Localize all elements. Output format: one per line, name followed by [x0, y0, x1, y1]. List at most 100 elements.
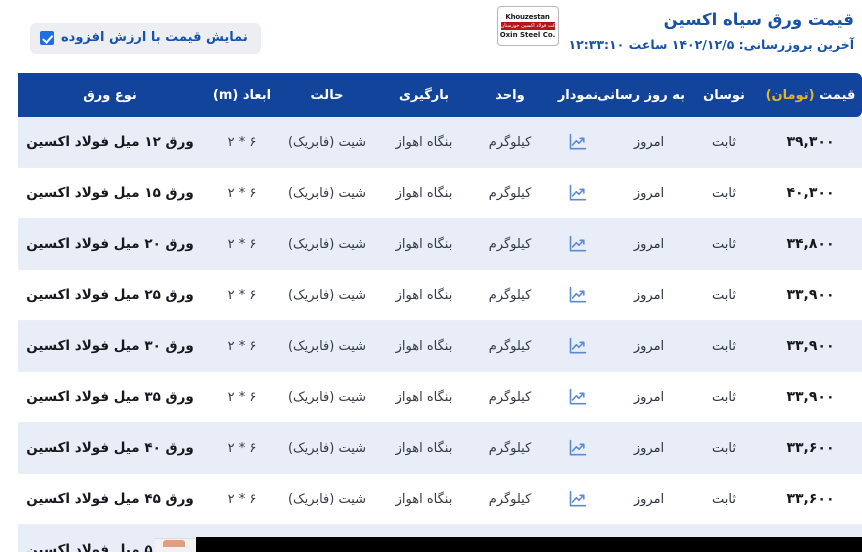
row-unit: کیلوگرم	[473, 321, 547, 372]
row-loading: بنگاه اهواز	[375, 270, 473, 321]
row-chart-cell[interactable]	[547, 474, 609, 525]
header-brand-block: قیمت ورق سیاه اکسین آخرین بروزرسانی: ۱۴۰…	[496, 6, 854, 56]
row-sheet-name: ورق ۴۵ میل فولاد اکسین	[18, 474, 205, 525]
line-chart-up-icon[interactable]	[567, 184, 589, 201]
row-chart-cell[interactable]	[547, 372, 609, 423]
page-title: قیمت ورق سیاه اکسین	[663, 10, 854, 29]
row-dimensions: ۶ * ۲	[205, 270, 279, 321]
line-chart-up-icon[interactable]	[567, 133, 589, 150]
row-price: ۳۴,۸۰۰	[759, 219, 862, 270]
row-fluctuation: ثابت	[689, 372, 759, 423]
page-header: قیمت ورق سیاه اکسین آخرین بروزرسانی: ۱۴۰…	[18, 0, 862, 74]
row-price: ۳۳,۹۰۰	[759, 321, 862, 372]
row-state: شیت (فابریک)	[279, 270, 375, 321]
row-unit: کیلوگرم	[473, 372, 547, 423]
col-header-state[interactable]: حالت	[279, 73, 375, 117]
row-loading: بنگاه اهواز	[375, 219, 473, 270]
row-unit: کیلوگرم	[473, 117, 547, 168]
row-loading: بنگاه اهواز	[375, 321, 473, 372]
line-chart-up-icon[interactable]	[567, 439, 589, 456]
row-unit: کیلوگرم	[473, 168, 547, 219]
col-header-dimensions[interactable]: ابعاد (m)	[205, 73, 279, 117]
row-dimensions: ۶ * ۲	[205, 168, 279, 219]
row-price: ۳۳,۶۰۰	[759, 474, 862, 525]
row-state: شیت (فابریک)	[279, 168, 375, 219]
row-chart-cell[interactable]	[547, 270, 609, 321]
row-unit: کیلوگرم	[473, 270, 547, 321]
line-chart-up-icon[interactable]	[567, 490, 589, 507]
col-header-updated[interactable]: به روز رسانی	[597, 73, 689, 117]
row-state: شیت (فابریک)	[279, 372, 375, 423]
row-price: ۳۳,۶۰۰	[759, 423, 862, 474]
row-loading: بنگاه اهواز	[375, 423, 473, 474]
row-updated: امروز	[609, 117, 689, 168]
row-unit: کیلوگرم	[473, 474, 547, 525]
row-updated: امروز	[609, 423, 689, 474]
col-header-fluctuation[interactable]: نوسان	[689, 73, 759, 117]
row-dimensions: ۶ * ۲	[205, 321, 279, 372]
row-fluctuation: ثابت	[689, 219, 759, 270]
line-chart-up-icon[interactable]	[567, 286, 589, 303]
price-table-header-row: قیمت (تومان) نوسان به روز رسانی نمودار و…	[18, 73, 862, 117]
vat-toggle-label: نمایش قیمت با ارزش افزوده	[61, 30, 248, 45]
price-table-body: ۳۹,۳۰۰ ثابت امروز کیلوگرم بنگاه اهواز شیت (فا…	[18, 117, 862, 552]
row-fluctuation: ثابت	[689, 270, 759, 321]
row-state: شیت (فابریک)	[279, 423, 375, 474]
row-sheet-name: ورق ۳۵ میل فولاد اکسین	[18, 372, 205, 423]
col-header-chart[interactable]: نمودار	[547, 73, 609, 117]
row-dimensions: ۶ * ۲	[205, 372, 279, 423]
header-titles: قیمت ورق سیاه اکسین آخرین بروزرسانی: ۱۴۰…	[569, 6, 854, 56]
logo-company-suffix-en: Oxin Steel Co.	[499, 31, 556, 39]
row-chart-cell[interactable]	[547, 117, 609, 168]
price-table-head: قیمت (تومان) نوسان به روز رسانی نمودار و…	[18, 73, 862, 117]
row-sheet-name: ورق ۱۲ میل فولاد اکسین	[18, 117, 205, 168]
col-header-loading[interactable]: بارگیری	[375, 73, 473, 117]
vat-price-toggle[interactable]: نمایش قیمت با ارزش افزوده	[30, 23, 261, 54]
line-chart-up-icon[interactable]	[567, 388, 589, 405]
page-left-gutter	[0, 0, 19, 552]
col-header-sheet-type[interactable]: نوع ورق	[18, 73, 205, 117]
row-price: ۳۳,۹۰۰	[759, 372, 862, 423]
logo-company-name-en: Khouzestan	[505, 13, 550, 21]
row-loading: بنگاه اهواز	[375, 168, 473, 219]
vat-toggle-checkbox[interactable]	[40, 31, 54, 45]
table-row[interactable]: ۳۹,۳۰۰ ثابت امروز کیلوگرم بنگاه اهواز شیت (فا…	[18, 117, 862, 168]
row-chart-cell[interactable]	[547, 219, 609, 270]
line-chart-up-icon[interactable]	[567, 337, 589, 354]
row-fluctuation: ثابت	[689, 321, 759, 372]
line-chart-up-icon[interactable]	[567, 235, 589, 252]
row-chart-cell[interactable]	[547, 321, 609, 372]
row-loading: بنگاه اهواز	[375, 372, 473, 423]
row-unit: کیلوگرم	[473, 423, 547, 474]
row-fluctuation: ثابت	[689, 117, 759, 168]
row-price: ۳۳,۹۰۰	[759, 270, 862, 321]
price-table: قیمت (تومان) نوسان به روز رسانی نمودار و…	[18, 73, 862, 552]
row-state: شیت (فابریک)	[279, 219, 375, 270]
table-row[interactable]: ۳۳,۹۰۰ ثابت امروز کیلوگرم بنگاه اهواز شیت (فا…	[18, 372, 862, 423]
row-updated: امروز	[609, 168, 689, 219]
table-row[interactable]: ۴۰,۳۰۰ ثابت امروز کیلوگرم بنگاه اهواز شیت (فا…	[18, 168, 862, 219]
col-header-price-label: قیمت	[819, 87, 856, 103]
col-header-price[interactable]: قیمت (تومان)	[759, 73, 862, 117]
oxin-steel-logo: Khouzestan شرکت فولاد اکسین خوزستان Oxin…	[496, 6, 559, 46]
row-state: شیت (فابریک)	[279, 321, 375, 372]
row-chart-cell[interactable]	[547, 423, 609, 474]
row-sheet-name: ورق ۴۰ میل فولاد اکسین	[18, 423, 205, 474]
price-table-scroll-area[interactable]: قیمت (تومان) نوسان به روز رسانی نمودار و…	[18, 73, 862, 552]
row-chart-cell[interactable]	[547, 168, 609, 219]
table-row[interactable]: ۳۳,۹۰۰ ثابت امروز کیلوگرم بنگاه اهواز شیت (فا…	[18, 270, 862, 321]
row-dimensions: ۶ * ۲	[205, 474, 279, 525]
row-price: ۳۹,۳۰۰	[759, 117, 862, 168]
row-state: شیت (فابریک)	[279, 117, 375, 168]
row-price: ۴۰,۳۰۰	[759, 168, 862, 219]
col-header-unit[interactable]: واحد	[473, 73, 547, 117]
table-row[interactable]: ۳۳,۹۰۰ ثابت امروز کیلوگرم بنگاه اهواز شیت (فا…	[18, 321, 862, 372]
bottom-black-overlay-bar	[196, 537, 862, 552]
row-fluctuation: ثابت	[689, 474, 759, 525]
taskbar-pip	[163, 540, 185, 547]
col-header-price-unit: (تومان)	[765, 87, 815, 103]
table-row[interactable]: ۳۴,۸۰۰ ثابت امروز کیلوگرم بنگاه اهواز شیت (فا…	[18, 219, 862, 270]
